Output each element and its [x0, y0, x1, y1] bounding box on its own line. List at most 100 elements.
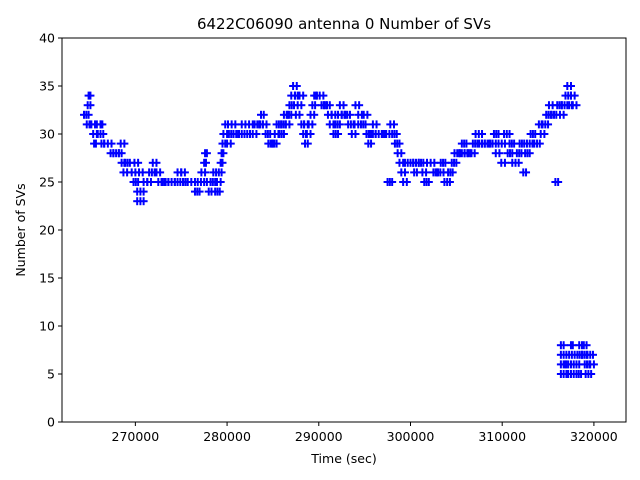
- data-point-run: [397, 168, 409, 177]
- y-tick-label: 40: [39, 31, 55, 46]
- data-point-run: [508, 158, 523, 167]
- y-axis-label: Number of SVs: [13, 183, 28, 276]
- data-point-run: [359, 110, 372, 119]
- data-point-run: [388, 130, 401, 138]
- data-point-run: [93, 130, 108, 138]
- data-point-run: [96, 120, 107, 129]
- x-tick-label: 270000: [112, 429, 160, 444]
- data-point-run: [130, 158, 143, 167]
- x-tick-label: 280000: [203, 429, 251, 444]
- data-point-run: [135, 168, 147, 177]
- data-point-run: [212, 178, 225, 186]
- data-point-run: [285, 101, 299, 110]
- data-point-run: [436, 158, 450, 167]
- data-point-run: [197, 168, 210, 177]
- data-point-run: [386, 120, 398, 129]
- data-point-run: [211, 187, 224, 196]
- data-point-run: [214, 168, 226, 177]
- x-tick-label: 300000: [387, 429, 435, 444]
- data-point-run: [566, 91, 579, 100]
- data-point-run: [418, 168, 431, 177]
- data-point-run: [291, 110, 304, 119]
- data-point-run: [364, 139, 376, 148]
- y-tick-label: 25: [39, 175, 55, 190]
- data-point-run: [302, 130, 315, 138]
- data-point-run: [390, 139, 404, 148]
- data-point-run: [329, 130, 343, 138]
- data-point-run: [579, 341, 591, 350]
- data-point-run: [536, 130, 549, 138]
- data-point-run: [581, 370, 596, 378]
- data-point-run: [340, 110, 354, 119]
- data-point-run: [133, 197, 148, 206]
- data-point-run: [200, 158, 210, 167]
- y-tick-label: 35: [39, 79, 55, 94]
- data-point-run: [223, 139, 235, 148]
- data-point-run: [143, 178, 155, 186]
- data-point-run: [177, 168, 189, 177]
- data-point-run: [201, 149, 211, 158]
- data-point-run: [500, 130, 514, 138]
- x-tick-label: 290000: [295, 429, 343, 444]
- x-tick-label: 310000: [478, 429, 526, 444]
- data-point-run: [555, 110, 568, 119]
- data-point-run: [335, 101, 348, 110]
- data-point-run: [383, 178, 397, 186]
- data-point-run: [556, 341, 568, 350]
- data-point-run: [356, 120, 370, 129]
- data-point-run: [586, 360, 598, 369]
- data-point-run: [148, 158, 161, 167]
- data-point-run: [258, 120, 271, 129]
- data-point-run: [133, 187, 148, 196]
- data-points: [80, 82, 598, 378]
- data-point-run: [393, 149, 406, 158]
- data-point-run: [320, 101, 334, 110]
- data-point-run: [216, 158, 227, 167]
- data-point-run: [116, 139, 129, 148]
- data-point-run: [583, 350, 597, 359]
- data-point-run: [248, 130, 261, 138]
- data-point-run: [447, 158, 461, 167]
- data-point-run: [530, 139, 544, 148]
- chart-title: 6422C06090 antenna 0 Number of SVs: [197, 15, 491, 33]
- plot-area: [62, 38, 626, 422]
- data-point-run: [497, 158, 509, 167]
- y-tick-label: 30: [39, 127, 55, 142]
- data-point-run: [83, 101, 95, 110]
- data-point-run: [312, 91, 328, 100]
- data-point-run: [257, 110, 268, 119]
- y-tick-label: 0: [47, 415, 55, 430]
- data-point-run: [563, 82, 575, 90]
- data-point-run: [491, 149, 504, 158]
- data-point-run: [152, 168, 165, 177]
- data-point-run: [114, 149, 126, 158]
- data-point-run: [84, 91, 95, 100]
- axes: 270000 280000 290000 300000 310000 320000 0 5 10…: [39, 31, 627, 444]
- data-point-run: [464, 149, 479, 158]
- data-point-run: [551, 178, 563, 186]
- y-tick-label: 20: [39, 223, 55, 238]
- x-axis-label: Time (sec): [310, 451, 376, 466]
- y-tick-label: 15: [39, 271, 55, 286]
- y-tick-label: 5: [47, 367, 55, 382]
- data-point-run: [347, 130, 360, 138]
- data-point-run: [275, 130, 288, 138]
- data-point-run: [457, 139, 471, 148]
- data-point-run: [471, 130, 487, 138]
- data-point-run: [100, 139, 116, 148]
- data-point-run: [190, 187, 204, 196]
- data-point-run: [301, 139, 312, 148]
- data-point-run: [217, 149, 228, 158]
- data-point-run: [444, 168, 457, 177]
- data-point-run: [293, 101, 306, 110]
- data-point-run: [521, 149, 534, 158]
- data-point-run: [566, 341, 577, 350]
- data-point-run: [422, 158, 439, 167]
- data-point-run: [538, 120, 553, 129]
- data-point-run: [420, 178, 433, 186]
- data-point-run: [80, 110, 93, 119]
- data-point-run: [399, 178, 411, 186]
- data-point-run: [304, 120, 317, 129]
- data-point-run: [289, 82, 301, 90]
